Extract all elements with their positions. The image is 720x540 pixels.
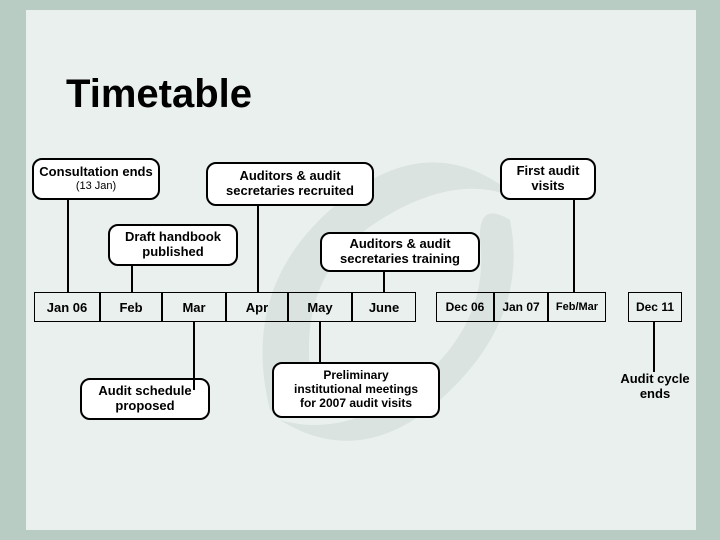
box-line: secretaries recruited bbox=[226, 184, 354, 199]
connector-recruit bbox=[257, 206, 259, 292]
connector-draft bbox=[131, 266, 133, 292]
box-line: First audit bbox=[517, 164, 580, 179]
timeline-cell-2: Mar bbox=[162, 292, 226, 322]
box-training: Auditors & auditsecretaries training bbox=[320, 232, 480, 272]
connector-training bbox=[383, 272, 385, 292]
box-line: published bbox=[142, 245, 203, 260]
timeline-cell-7: Jan 07 bbox=[494, 292, 548, 322]
timeline-cell-5: June bbox=[352, 292, 416, 322]
box-line: Auditors & audit bbox=[349, 237, 450, 252]
timeline-cell-8: Feb/Mar bbox=[548, 292, 606, 322]
connector-first bbox=[573, 200, 575, 292]
connector-prelim bbox=[319, 322, 321, 362]
label-cycle: Audit cycleends bbox=[612, 372, 698, 402]
timeline-cell-9: Dec 11 bbox=[628, 292, 682, 322]
page-title: Timetable bbox=[66, 72, 252, 117]
timeline-cell-4: May bbox=[288, 292, 352, 322]
box-schedule: Audit scheduleproposed bbox=[80, 378, 210, 420]
box-draft: Draft handbookpublished bbox=[108, 224, 238, 266]
box-subtext: (13 Jan) bbox=[76, 180, 116, 193]
box-prelim: Preliminaryinstitutional meetingsfor 200… bbox=[272, 362, 440, 418]
box-line: proposed bbox=[115, 399, 174, 414]
box-line: Draft handbook bbox=[125, 230, 221, 245]
box-line: secretaries training bbox=[340, 252, 460, 267]
timeline-cell-3: Apr bbox=[226, 292, 288, 322]
box-consult: Consultation ends(13 Jan) bbox=[32, 158, 160, 200]
label-line: Audit cycle bbox=[612, 372, 698, 387]
connector-schedule bbox=[193, 322, 195, 390]
connector-cycle bbox=[653, 322, 655, 372]
timeline-cell-1: Feb bbox=[100, 292, 162, 322]
box-line: institutional meetings bbox=[294, 383, 418, 397]
box-first: First auditvisits bbox=[500, 158, 596, 200]
timeline-cell-0: Jan 06 bbox=[34, 292, 100, 322]
box-recruit: Auditors & auditsecretaries recruited bbox=[206, 162, 374, 206]
box-line: visits bbox=[531, 179, 564, 194]
box-line: Audit schedule bbox=[98, 384, 191, 399]
box-line: Preliminary bbox=[323, 369, 388, 383]
box-line: Auditors & audit bbox=[239, 169, 340, 184]
box-line: Consultation ends bbox=[39, 165, 152, 180]
label-line: ends bbox=[612, 387, 698, 402]
connector-consult bbox=[67, 200, 69, 292]
box-line: for 2007 audit visits bbox=[300, 397, 412, 411]
timeline-cell-6: Dec 06 bbox=[436, 292, 494, 322]
